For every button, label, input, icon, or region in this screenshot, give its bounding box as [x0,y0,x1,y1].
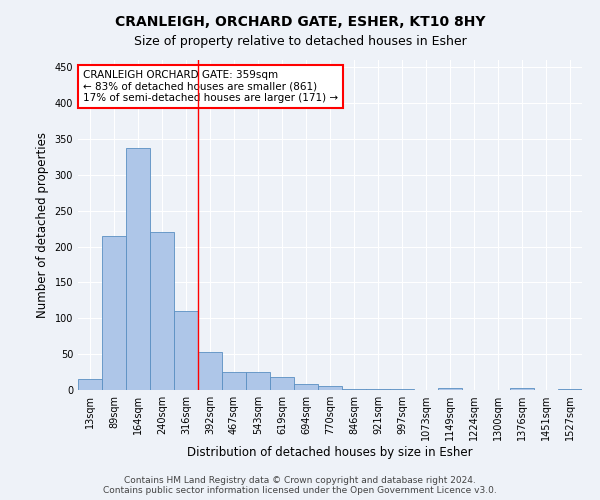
Text: Size of property relative to detached houses in Esher: Size of property relative to detached ho… [134,35,466,48]
Bar [558,388,582,390]
Bar [366,388,390,390]
Bar [102,236,126,390]
Bar [294,384,318,390]
Bar [438,388,462,390]
Text: Contains HM Land Registry data © Crown copyright and database right 2024.
Contai: Contains HM Land Registry data © Crown c… [103,476,497,495]
Text: CRANLEIGH ORCHARD GATE: 359sqm
← 83% of detached houses are smaller (861)
17% of: CRANLEIGH ORCHARD GATE: 359sqm ← 83% of … [83,70,338,103]
Bar [174,311,198,390]
Y-axis label: Number of detached properties: Number of detached properties [36,132,49,318]
Bar [510,388,534,390]
Bar [270,377,294,390]
Text: CRANLEIGH, ORCHARD GATE, ESHER, KT10 8HY: CRANLEIGH, ORCHARD GATE, ESHER, KT10 8HY [115,15,485,29]
Bar [78,379,102,390]
Bar [150,232,174,390]
Bar [318,386,342,390]
Bar [246,372,270,390]
Bar [222,372,246,390]
X-axis label: Distribution of detached houses by size in Esher: Distribution of detached houses by size … [187,446,473,459]
Bar [390,388,414,390]
Bar [198,352,222,390]
Bar [342,388,366,390]
Bar [126,148,150,390]
